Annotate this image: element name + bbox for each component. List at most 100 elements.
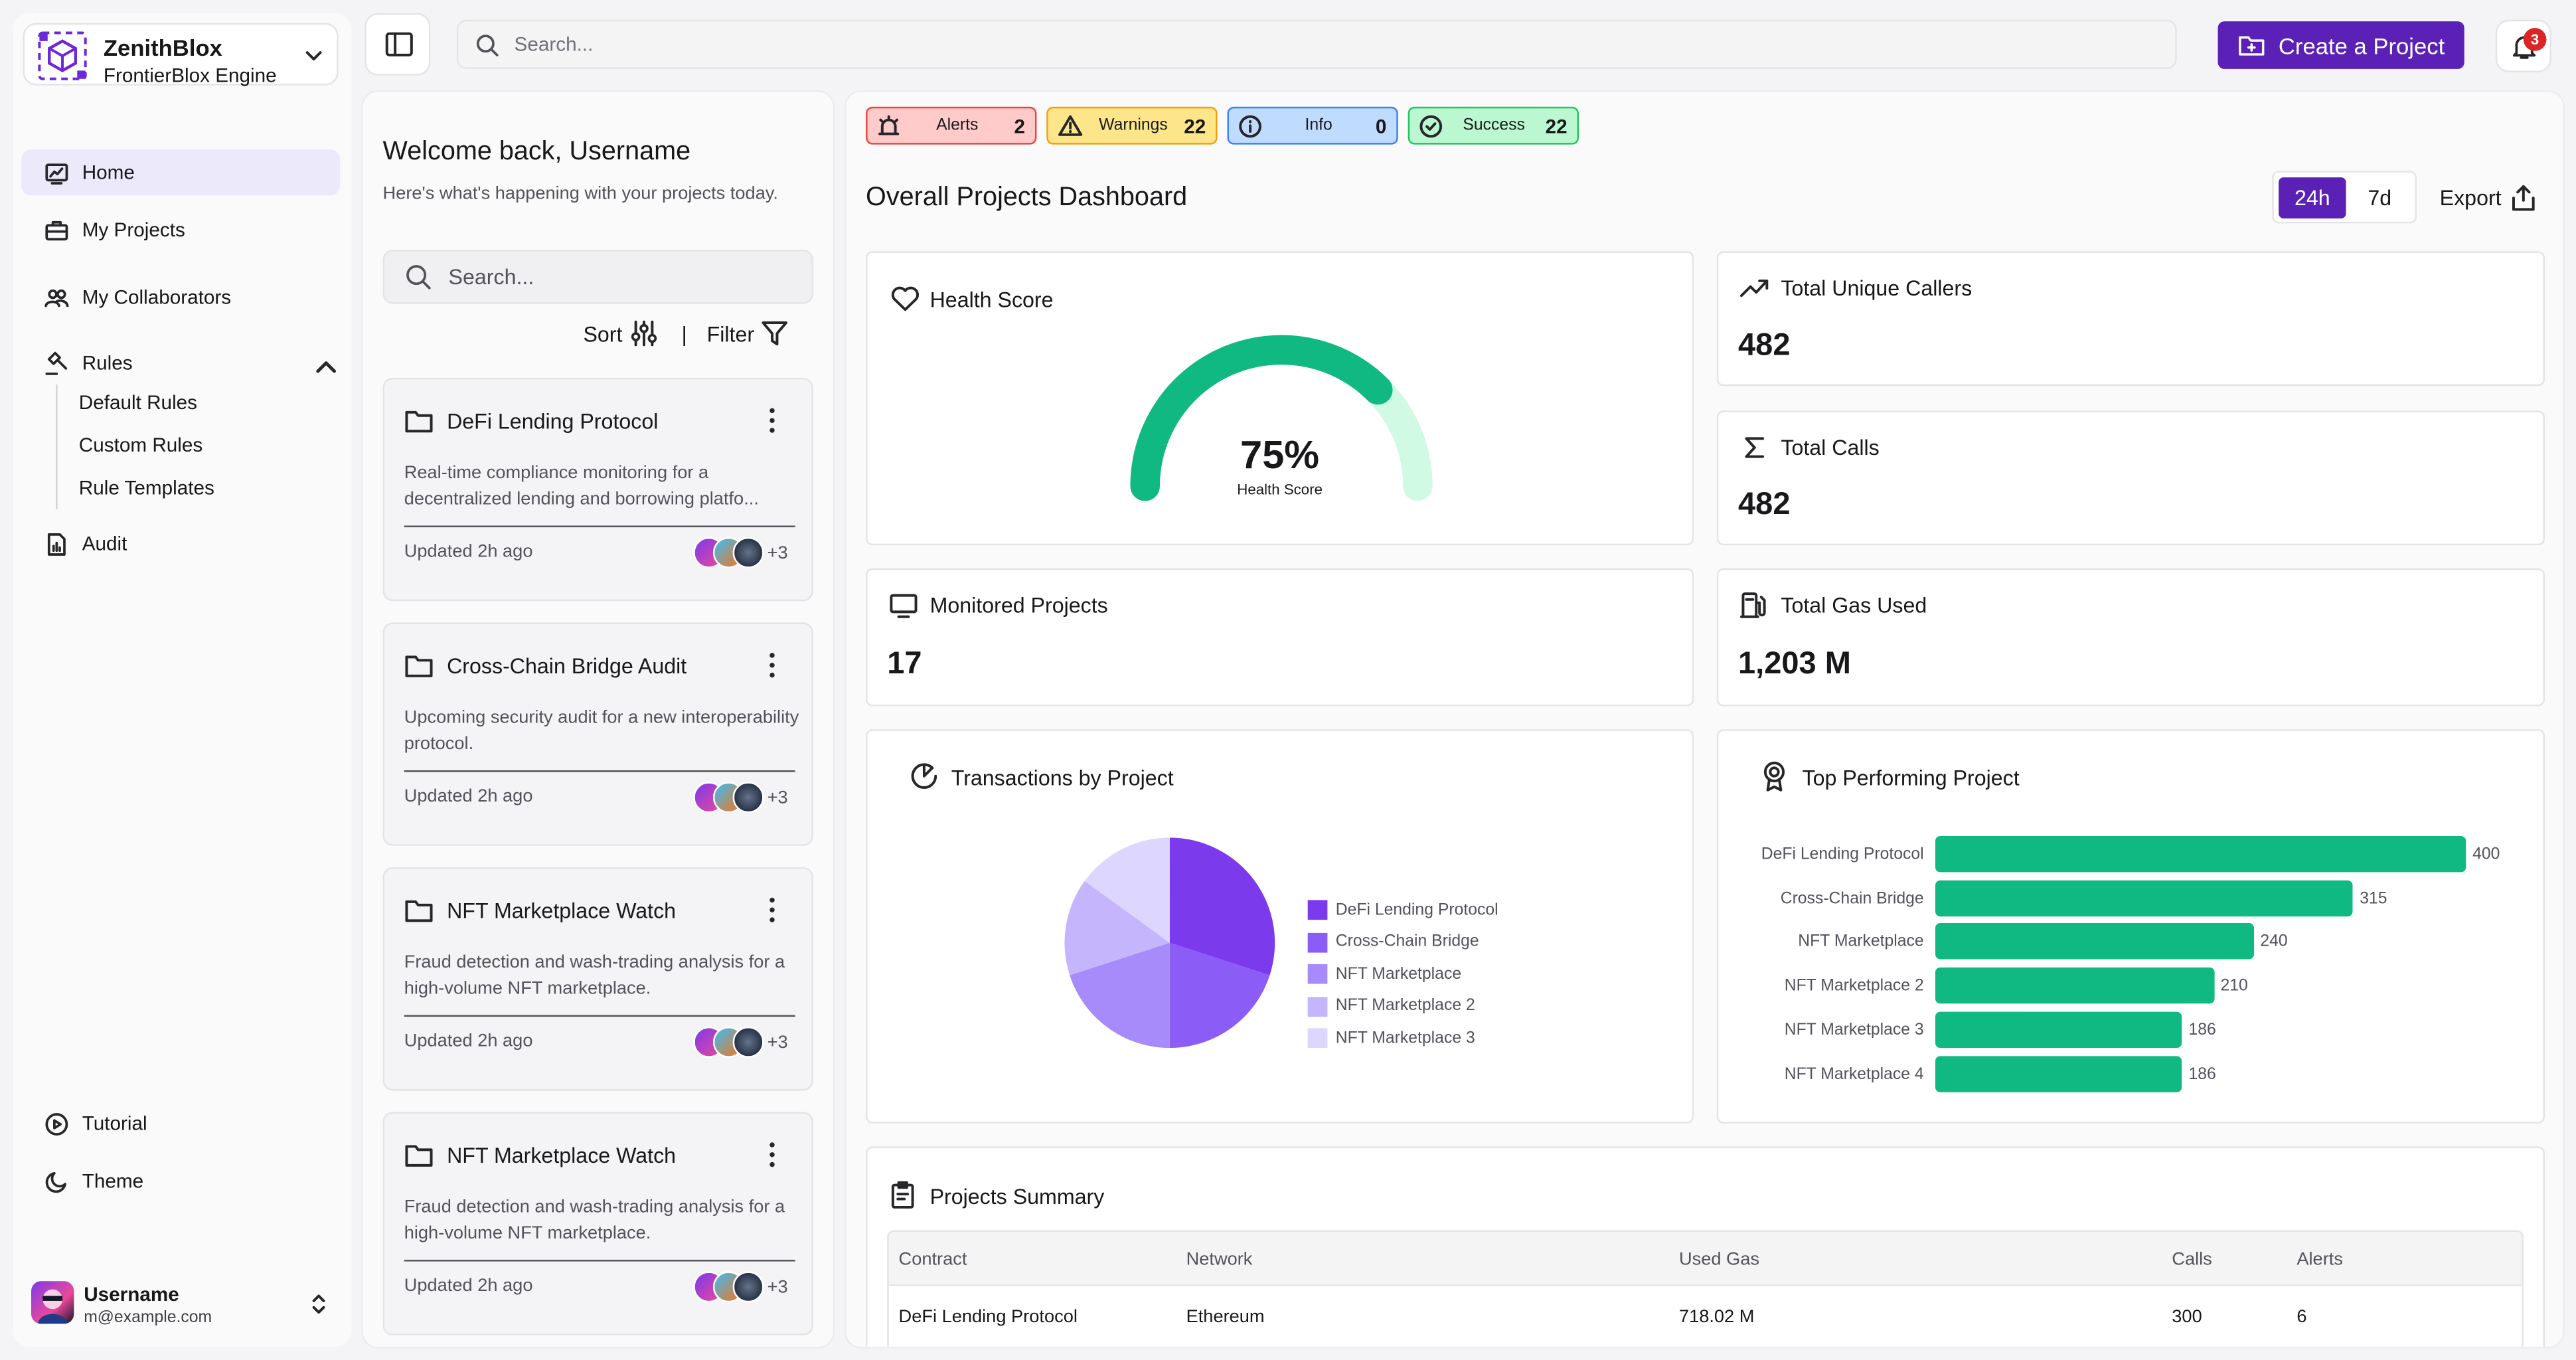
avatar xyxy=(732,1026,764,1058)
sliders-icon[interactable] xyxy=(629,320,659,347)
bar[interactable] xyxy=(1935,835,2466,873)
export-button[interactable]: Export xyxy=(2440,184,2536,212)
health-score-card: Health Score 75% Health Score xyxy=(866,251,1694,546)
project-card[interactable]: NFT Marketplace Watch Fraud detection an… xyxy=(382,1112,813,1335)
pie-slice[interactable] xyxy=(1169,942,1270,1049)
collaborator-avatars[interactable]: +3 xyxy=(693,1271,788,1303)
column-header-alerts[interactable]: Alerts xyxy=(2296,1250,2343,1270)
column-header-network[interactable]: Network xyxy=(1186,1250,1253,1270)
page-title: Overall Projects Dashboard xyxy=(866,184,1188,212)
range-7d-button[interactable]: 7d xyxy=(2368,185,2392,211)
create-project-button[interactable]: Create a Project xyxy=(2217,21,2464,69)
table-row[interactable]: DeFi Lending Protocol Ethereum 718.02 M … xyxy=(887,1286,2524,1347)
create-project-label: Create a Project xyxy=(2278,32,2445,58)
legend-swatch xyxy=(1307,900,1328,920)
legend-swatch xyxy=(1307,964,1328,984)
separator: | xyxy=(681,321,687,346)
bar[interactable] xyxy=(1935,924,2254,960)
projects-summary-card: Projects Summary Contract Network Used G… xyxy=(866,1146,2545,1347)
bar[interactable] xyxy=(1935,1011,2182,1048)
collaborator-avatars[interactable]: +3 xyxy=(693,1026,788,1058)
pie-slice[interactable] xyxy=(1064,881,1170,976)
sidebar-item-label: Home xyxy=(82,161,135,185)
project-description: Upcoming security audit for a new intero… xyxy=(404,708,799,754)
card-title: Projects Summary xyxy=(929,1184,1105,1209)
sidebar-subitem-default-rules[interactable]: Default Rules xyxy=(78,390,198,414)
clipboard-list-icon xyxy=(891,1181,914,1209)
legend-item[interactable]: Cross-Chain Bridge xyxy=(1307,932,1479,952)
legend-label: NFT Marketplace xyxy=(1335,965,1462,983)
filter-icon[interactable] xyxy=(761,320,789,347)
kpi-value: 1,203 M xyxy=(1738,647,1851,682)
bar[interactable] xyxy=(1935,879,2354,916)
sidebar-item-audit[interactable]: Audit xyxy=(21,521,340,566)
card-title: Transactions by Project xyxy=(951,765,1174,790)
sort-button[interactable]: Sort xyxy=(583,321,623,346)
dashboard-panel: Alerts 2 Warnings 22 Info 0 Success 22 O… xyxy=(844,90,2565,1349)
search-icon xyxy=(476,34,499,56)
project-search-input[interactable]: Search... xyxy=(382,249,813,304)
sidebar-item-home[interactable]: Home xyxy=(21,149,341,196)
chevron-up-icon xyxy=(316,361,337,373)
more-vertical-icon[interactable] xyxy=(769,650,775,680)
more-vertical-icon[interactable] xyxy=(769,1140,775,1170)
info-chip[interactable]: Info 0 xyxy=(1227,106,1398,145)
pie-slice[interactable] xyxy=(1070,942,1170,1049)
card-title: Total Gas Used xyxy=(1781,592,1927,618)
sidebar-item-rules[interactable]: Rules xyxy=(21,340,340,386)
panel-left-icon xyxy=(385,32,413,56)
bar-value-label: 186 xyxy=(2188,1021,2216,1040)
sidebar-subitem-custom-rules[interactable]: Custom Rules xyxy=(78,433,203,457)
success-chip[interactable]: Success 22 xyxy=(1408,106,1579,145)
avatar[interactable] xyxy=(31,1281,74,1324)
legend-item[interactable]: DeFi Lending Protocol xyxy=(1307,900,1498,920)
transactions-chart-card: Transactions by Project DeFi Lending Pro… xyxy=(866,729,1694,1124)
range-24h-button[interactable]: 24h xyxy=(2279,177,2346,218)
sidebar-item-tutorial[interactable]: Tutorial xyxy=(21,1100,340,1146)
monitor-icon xyxy=(890,594,918,618)
sidebar-item-my-collaborators[interactable]: My Collaborators xyxy=(21,274,340,320)
bar[interactable] xyxy=(1935,968,2214,1004)
bar-value-label: 210 xyxy=(2220,977,2248,996)
card-title: Health Score xyxy=(929,287,1054,312)
project-title: NFT Marketplace Watch xyxy=(447,898,677,924)
collaborator-avatars[interactable]: +3 xyxy=(693,537,788,568)
collaborator-avatars[interactable]: +3 xyxy=(693,782,788,813)
bar[interactable] xyxy=(1935,1055,2182,1092)
pie-slice[interactable] xyxy=(1084,837,1170,943)
filter-button[interactable]: Filter xyxy=(706,321,755,346)
heart-icon xyxy=(891,286,920,311)
legend-item[interactable]: NFT Marketplace xyxy=(1307,964,1462,984)
sidebar-item-my-projects[interactable]: My Projects xyxy=(21,207,340,253)
pie-slice[interactable] xyxy=(1169,837,1275,976)
warnings-chip[interactable]: Warnings 22 xyxy=(1046,106,1218,145)
global-search-input[interactable]: Search... xyxy=(456,19,2177,69)
chip-label: Success xyxy=(1463,116,1525,135)
bar-value-label: 240 xyxy=(2260,933,2288,952)
legend-label: Cross-Chain Bridge xyxy=(1335,932,1479,952)
chip-count: 0 xyxy=(1375,114,1387,137)
moon-icon xyxy=(45,1171,66,1193)
project-card[interactable]: NFT Marketplace Watch Fraud detection an… xyxy=(382,867,813,1091)
workspace-switcher[interactable]: ZenithBlox FrontierBlox Engine xyxy=(23,23,339,87)
more-vertical-icon[interactable] xyxy=(769,406,775,436)
legend-item[interactable]: NFT Marketplace 3 xyxy=(1307,1028,1475,1049)
bar-value-label: 315 xyxy=(2360,889,2387,908)
card-title: Total Calls xyxy=(1781,435,1880,460)
bar-category-label: NFT Marketplace xyxy=(1798,933,1924,952)
sidebar-toggle-button[interactable] xyxy=(364,13,431,76)
project-card[interactable]: DeFi Lending Protocol Real-time complian… xyxy=(382,377,813,602)
alerts-chip[interactable]: Alerts 2 xyxy=(866,106,1037,145)
sidebar-item-theme[interactable]: Theme xyxy=(21,1158,340,1204)
chevron-up-down-icon[interactable] xyxy=(309,1293,329,1316)
more-vertical-icon[interactable] xyxy=(769,895,775,925)
column-header-contract[interactable]: Contract xyxy=(898,1250,967,1270)
briefcase-icon xyxy=(45,220,68,240)
avatar xyxy=(732,537,764,568)
column-header-used-gas[interactable]: Used Gas xyxy=(1678,1250,1759,1270)
project-card[interactable]: Cross-Chain Bridge Audit Upcoming securi… xyxy=(382,622,813,846)
column-header-calls[interactable]: Calls xyxy=(2172,1250,2212,1270)
sidebar-subitem-rule-templates[interactable]: Rule Templates xyxy=(78,476,214,499)
legend-item[interactable]: NFT Marketplace 2 xyxy=(1307,996,1475,1016)
export-label: Export xyxy=(2439,185,2502,211)
